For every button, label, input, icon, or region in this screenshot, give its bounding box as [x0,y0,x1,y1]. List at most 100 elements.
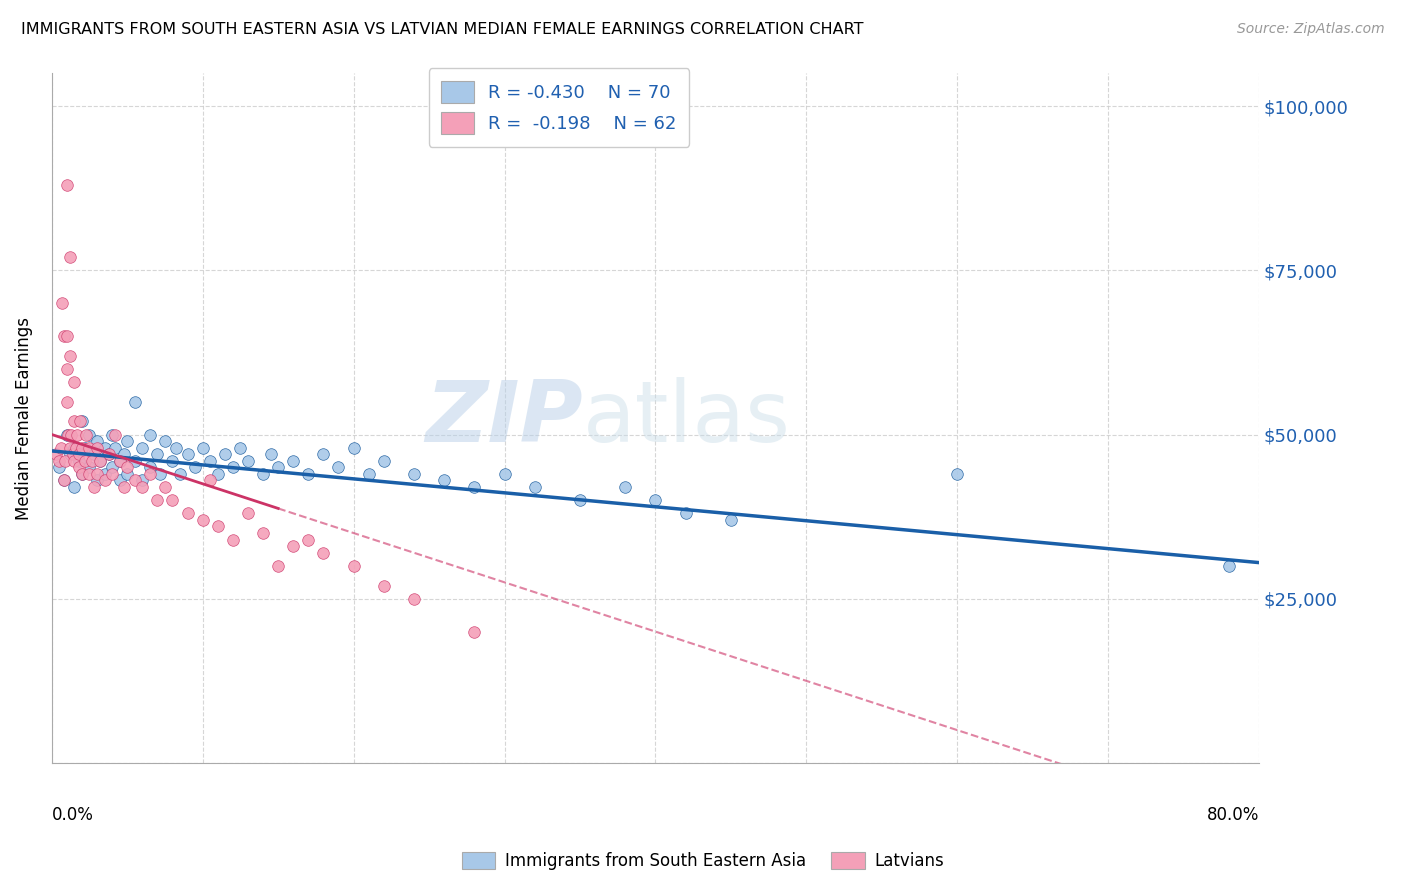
Y-axis label: Median Female Earnings: Median Female Earnings [15,317,32,520]
Point [373,454,395,468]
Point [79,460,101,475]
Text: atlas: atlas [583,376,792,459]
Text: Source: ZipAtlas.com: Source: ZipAtlas.com [1237,22,1385,37]
Point [124,454,146,468]
Point [104,427,127,442]
Point [83,447,105,461]
Point [93,474,115,488]
Point [70,467,93,481]
Point [252,526,274,541]
Point [153,480,176,494]
Point [52,474,75,488]
Point [67,460,90,475]
Point [59,441,82,455]
Point [139,427,162,442]
Point [165,441,187,455]
Point [252,467,274,481]
Point [108,454,131,468]
Point [53,454,76,468]
Point [236,506,259,520]
Point [52,329,75,343]
Point [433,474,456,488]
Point [67,454,90,468]
Point [75,427,97,442]
Point [108,474,131,488]
Point [82,454,104,468]
Point [946,467,969,481]
Point [297,467,319,481]
Point [66,427,89,442]
Point [52,474,75,488]
Point [65,441,87,455]
Point [259,447,281,461]
Point [112,480,135,494]
Point [104,441,127,455]
Point [139,467,162,481]
Point [312,447,335,461]
Point [146,447,169,461]
Point [56,394,79,409]
Text: IMMIGRANTS FROM SOUTH EASTERN ASIA VS LATVIAN MEDIAN FEMALE EARNINGS CORRELATION: IMMIGRANTS FROM SOUTH EASTERN ASIA VS LA… [21,22,863,37]
Point [176,447,198,461]
Point [63,414,86,428]
Point [267,558,290,573]
Point [124,474,146,488]
Point [222,460,245,475]
Point [59,250,82,264]
Point [108,454,131,468]
Point [79,467,101,481]
Point [86,467,108,481]
Point [283,454,305,468]
Legend: Immigrants from South Eastern Asia, Latvians: Immigrants from South Eastern Asia, Latv… [456,845,950,877]
Point [70,414,93,428]
Point [48,460,70,475]
Point [101,427,124,442]
Point [56,178,79,192]
Point [89,454,111,468]
Point [49,441,72,455]
Point [86,474,108,488]
Point [342,441,364,455]
Point [283,539,305,553]
Point [63,375,86,389]
Point [101,460,124,475]
Point [63,454,86,468]
Point [59,447,82,461]
Point [45,447,67,461]
Point [131,480,153,494]
Text: 0.0%: 0.0% [52,805,94,823]
Point [62,447,84,461]
Point [73,454,96,468]
Point [675,506,697,520]
Legend: R = -0.430    N = 70, R =  -0.198    N = 62: R = -0.430 N = 70, R = -0.198 N = 62 [429,69,689,147]
Point [402,467,425,481]
Point [207,519,229,533]
Point [63,441,86,455]
Point [131,441,153,455]
Point [73,441,96,455]
Point [200,474,222,488]
Point [1218,558,1240,573]
Point [153,434,176,448]
Point [115,467,138,481]
Point [207,467,229,481]
Point [63,480,86,494]
Point [176,506,198,520]
Point [494,467,516,481]
Point [229,441,252,455]
Point [644,493,666,508]
Point [115,434,138,448]
Point [373,579,395,593]
Point [115,460,138,475]
Point [297,533,319,547]
Point [146,493,169,508]
Point [169,467,191,481]
Point [101,467,124,481]
Point [614,480,637,494]
Point [86,441,108,455]
Point [79,427,101,442]
Point [59,349,82,363]
Point [93,441,115,455]
Point [267,460,290,475]
Point [568,493,591,508]
